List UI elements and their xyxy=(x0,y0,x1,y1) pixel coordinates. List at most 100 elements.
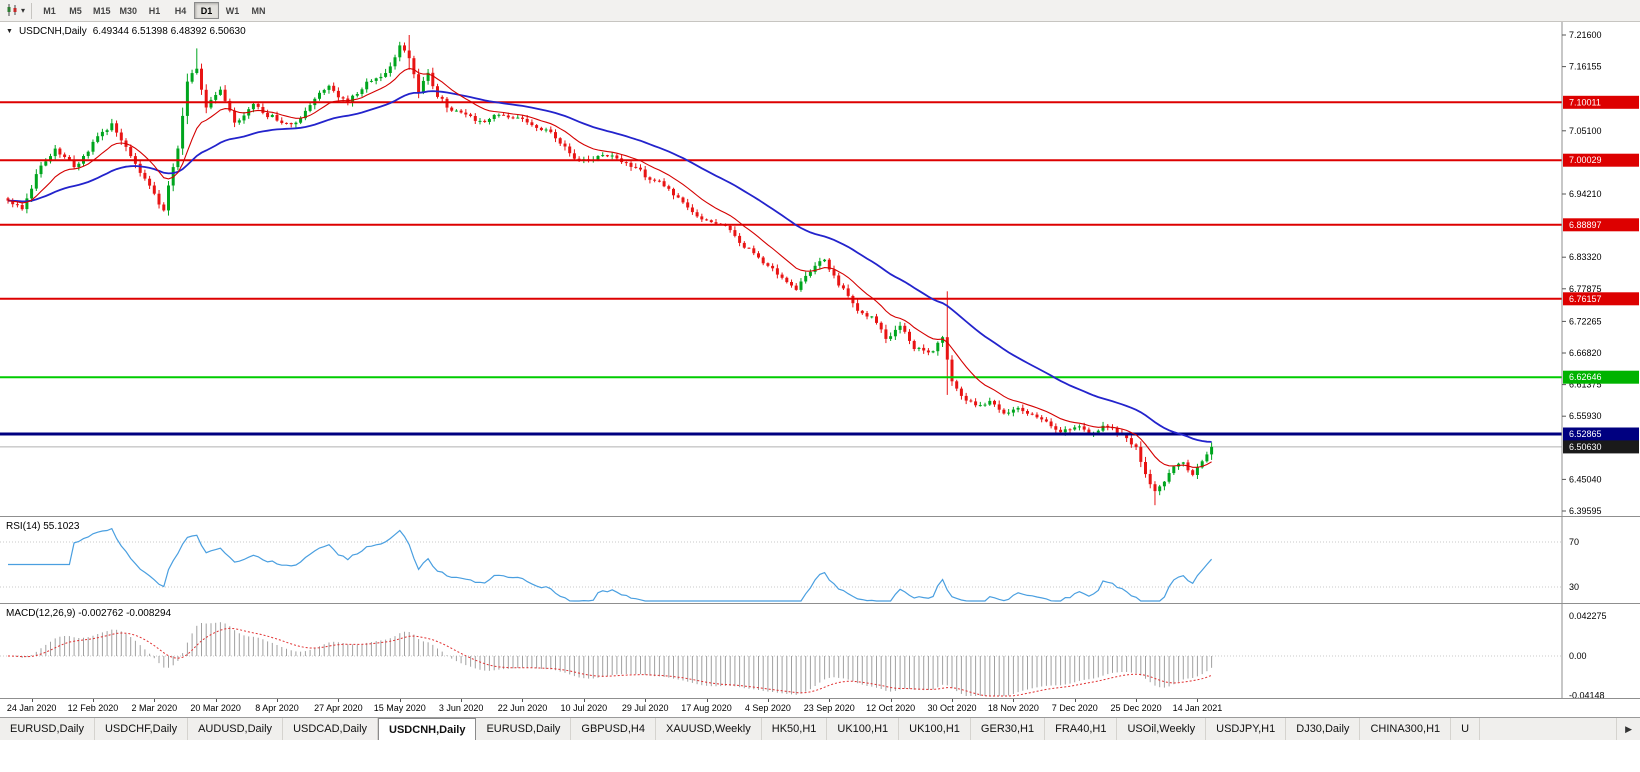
rsi-layer: 70 30 xyxy=(0,517,1579,603)
price-tick-label: 7.05100 xyxy=(1569,126,1602,136)
toolbar-separator xyxy=(31,2,33,19)
macd-layer: 0.042275 0.00 -0.04148 xyxy=(0,604,1607,698)
price-tick-label: 7.16155 xyxy=(1569,62,1602,72)
timeframe-button-m5[interactable]: M5 xyxy=(63,2,88,19)
chart-tab-ger30-h1[interactable]: GER30,H1 xyxy=(971,718,1046,740)
chart-tab-fra40-h1[interactable]: FRA40,H1 xyxy=(1045,718,1118,740)
date-axis-tick xyxy=(583,699,585,702)
date-axis-tick xyxy=(154,699,156,702)
price-tick-label: 6.72265 xyxy=(1569,316,1602,326)
chart-tab-usoil-weekly[interactable]: USOil,Weekly xyxy=(1117,718,1207,740)
date-axis-tick xyxy=(461,699,463,702)
tabs-scroll-right-icon[interactable]: ▶ xyxy=(1616,718,1640,740)
chart-tab-uk100-h1[interactable]: UK100,H1 xyxy=(899,718,971,740)
chart-title: ▼ USDCNH,Daily 6.49344 6.51398 6.48392 6… xyxy=(6,26,246,37)
date-axis-tick xyxy=(706,699,708,702)
price-tick-label: 6.45040 xyxy=(1569,474,1602,484)
date-axis-tick xyxy=(1197,699,1199,702)
timeframe-button-h1[interactable]: H1 xyxy=(142,2,167,19)
horizontal-lines-layer xyxy=(0,101,1562,436)
timeframe-button-m15[interactable]: M15 xyxy=(89,2,115,19)
fast-ma-line xyxy=(7,67,1212,468)
chart-tab-audusd-daily[interactable]: AUDUSD,Daily xyxy=(188,718,284,740)
timeframe-button-m1[interactable]: M1 xyxy=(37,2,62,19)
price-badge xyxy=(1563,440,1639,454)
candlestick-chart-icon xyxy=(5,3,19,19)
timeframe-button-h4[interactable]: H4 xyxy=(168,2,193,19)
price-tick-label: 6.55930 xyxy=(1569,411,1602,421)
date-axis-tick xyxy=(952,699,953,702)
date-axis-label: 12 Feb 2020 xyxy=(67,703,119,713)
rsi-pane[interactable]: 70 30 xyxy=(0,517,1640,603)
symbol-dropdown-icon[interactable]: ▼ xyxy=(6,28,13,35)
date-axis-tick xyxy=(522,699,524,702)
pane-separator[interactable] xyxy=(0,603,1640,604)
chart-tab-eurusd-daily[interactable]: EURUSD,Daily xyxy=(0,718,95,740)
date-axis-label: 4 Sep 2020 xyxy=(744,703,791,713)
chart-tab-usdchf-daily[interactable]: USDCHF,Daily xyxy=(95,718,189,740)
macd-axis-label: 0.00 xyxy=(1569,651,1587,661)
timeframe-button-m30[interactable]: M30 xyxy=(116,2,142,19)
price-tick-label: 7.21600 xyxy=(1569,30,1602,40)
date-axis-label: 15 May 2020 xyxy=(373,703,426,713)
timeframe-buttons-group: M1 M5 M15 M30 H1 H4 D1 W1 MN xyxy=(37,2,271,19)
price-tick-label: 6.61375 xyxy=(1569,380,1602,390)
rsi-indicator-label: RSI(14) 55.1023 xyxy=(6,521,80,532)
price-tick-label: 6.77875 xyxy=(1569,284,1602,294)
timeframe-toolbar: ▾ M1 M5 M15 M30 H1 H4 D1 W1 MN xyxy=(0,0,1640,22)
macd-pane[interactable]: 0.042275 0.00 -0.04148 xyxy=(0,604,1640,698)
date-axis-tick xyxy=(399,699,401,702)
chart-tab-xauusd-weekly[interactable]: XAUUSD,Weekly xyxy=(656,718,762,740)
chart-tab-eurusd-daily[interactable]: EURUSD,Daily xyxy=(476,718,572,740)
date-axis-label: 14 Jan 2021 xyxy=(1172,703,1223,713)
price-badge-label: 7.10011 xyxy=(1569,97,1601,107)
date-axis-label: 7 Dec 2020 xyxy=(1051,703,1098,713)
date-axis-label: 25 Dec 2020 xyxy=(1110,703,1162,713)
date-axis-label: 27 Apr 2020 xyxy=(314,703,363,713)
date-axis-label: 20 Mar 2020 xyxy=(190,703,241,713)
timeframe-button-mn[interactable]: MN xyxy=(246,2,271,19)
macd-axis-label: -0.04148 xyxy=(1569,690,1605,698)
price-badge xyxy=(1563,370,1639,384)
date-axis[interactable]: 24 Jan 2020 12 Feb 2020 2 Mar 2020 20 Mar 2… xyxy=(0,698,1640,717)
moving-averages-layer xyxy=(7,67,1212,468)
chart-tab-hk50-h1[interactable]: HK50,H1 xyxy=(762,718,828,740)
price-badge-label: 7.00029 xyxy=(1569,155,1602,165)
macd-signal-line xyxy=(7,627,1212,697)
chart-tab-gbpusd-h4[interactable]: GBPUSD,H4 xyxy=(571,718,656,740)
chart-tab-dj30-daily[interactable]: DJ30,Daily xyxy=(1286,718,1361,740)
date-axis-label: 3 Jun 2020 xyxy=(438,703,484,713)
date-axis-tick xyxy=(1013,699,1015,702)
date-axis-label: 8 Apr 2020 xyxy=(255,703,299,713)
chart-tab-usdjpy-h1[interactable]: USDJPY,H1 xyxy=(1206,718,1287,740)
chart-tab-uk100-h1[interactable]: UK100,H1 xyxy=(827,718,900,740)
date-axis-tick xyxy=(829,699,831,702)
date-axis-tick xyxy=(92,699,94,702)
price-axis[interactable]: 7.21600 7.16155 7.05100 6.94210 6.83320 6.778… xyxy=(1561,22,1639,516)
chart-tab-usdcnh-daily[interactable]: USDCNH,Daily xyxy=(378,718,477,740)
date-axis-tick xyxy=(645,699,647,702)
date-axis-label: 23 Sep 2020 xyxy=(803,703,855,713)
price-badge xyxy=(1563,153,1639,167)
date-axis-label: 29 Jul 2020 xyxy=(621,703,669,713)
price-badge-label: 6.62646 xyxy=(1569,372,1602,382)
date-axis-tick xyxy=(215,699,217,702)
date-axis-tick xyxy=(1136,699,1138,702)
pane-separator[interactable] xyxy=(0,516,1640,517)
date-axis-tick xyxy=(277,699,279,702)
chart-type-dropdown-button[interactable]: ▾ xyxy=(4,2,26,20)
date-axis-label: 2 Mar 2020 xyxy=(131,703,178,713)
chart-tab-u[interactable]: U xyxy=(1451,718,1481,740)
chart-tab-usdcad-daily[interactable]: USDCAD,Daily xyxy=(283,718,379,740)
price-badge-label: 6.50630 xyxy=(1569,442,1602,452)
price-tick-label: 6.66820 xyxy=(1569,348,1602,358)
chart-title-symbol: USDCNH,Daily xyxy=(18,26,87,37)
timeframe-button-w1[interactable]: W1 xyxy=(220,2,245,19)
date-axis-tick xyxy=(890,699,892,702)
main-price-pane[interactable]: 7.21600 7.16155 7.05100 6.94210 6.83320 6.778… xyxy=(0,22,1640,516)
chart-tab-china300-h1[interactable]: CHINA300,H1 xyxy=(1360,718,1452,740)
price-badge-label: 6.88897 xyxy=(1569,220,1602,230)
rsi-level-label: 70 xyxy=(1569,537,1579,547)
date-axis-label: 22 Jun 2020 xyxy=(497,703,548,713)
timeframe-button-d1[interactable]: D1 xyxy=(194,2,220,19)
